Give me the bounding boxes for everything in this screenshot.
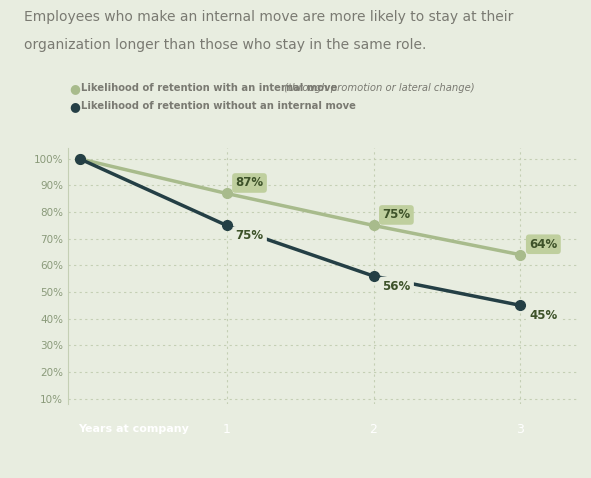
Text: 75%: 75%: [382, 208, 411, 221]
Text: ●: ●: [70, 82, 80, 95]
Text: organization longer than those who stay in the same role.: organization longer than those who stay …: [24, 38, 426, 52]
Text: 56%: 56%: [382, 280, 411, 293]
Text: 75%: 75%: [235, 229, 264, 242]
Text: 87%: 87%: [235, 176, 264, 189]
Text: Likelihood of retention with an internal move: Likelihood of retention with an internal…: [81, 84, 337, 93]
Text: 2: 2: [369, 423, 378, 435]
Text: (through promotion or lateral change): (through promotion or lateral change): [281, 84, 475, 93]
Text: Years at company: Years at company: [78, 424, 189, 434]
Text: Employees who make an internal move are more likely to stay at their: Employees who make an internal move are …: [24, 10, 513, 23]
Text: ●: ●: [70, 99, 80, 113]
Text: 64%: 64%: [529, 238, 557, 251]
Text: 1: 1: [223, 423, 230, 435]
Text: 3: 3: [517, 423, 524, 435]
Text: 45%: 45%: [529, 309, 557, 322]
Text: Likelihood of retention without an internal move: Likelihood of retention without an inter…: [81, 101, 356, 111]
